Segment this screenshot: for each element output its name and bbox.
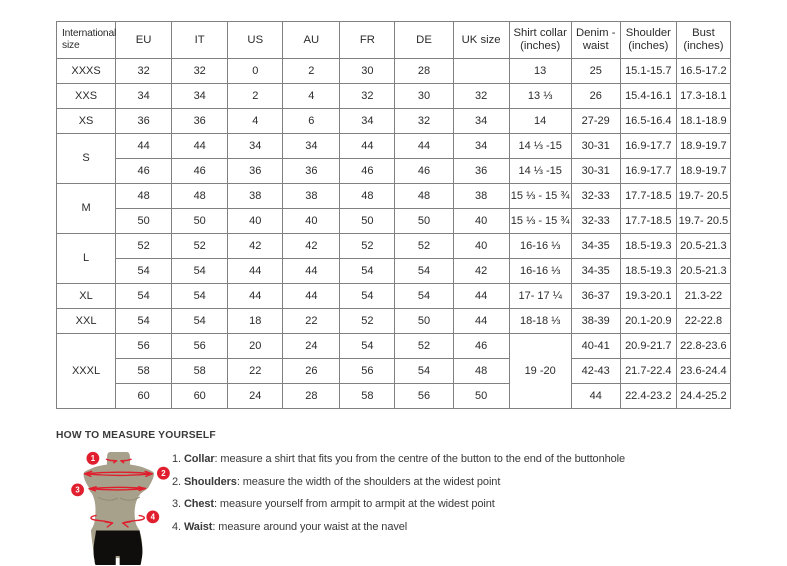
svg-text:4: 4	[151, 513, 156, 522]
svg-text:3: 3	[75, 486, 80, 495]
svg-text:2: 2	[161, 469, 166, 478]
svg-text:1: 1	[91, 454, 96, 463]
